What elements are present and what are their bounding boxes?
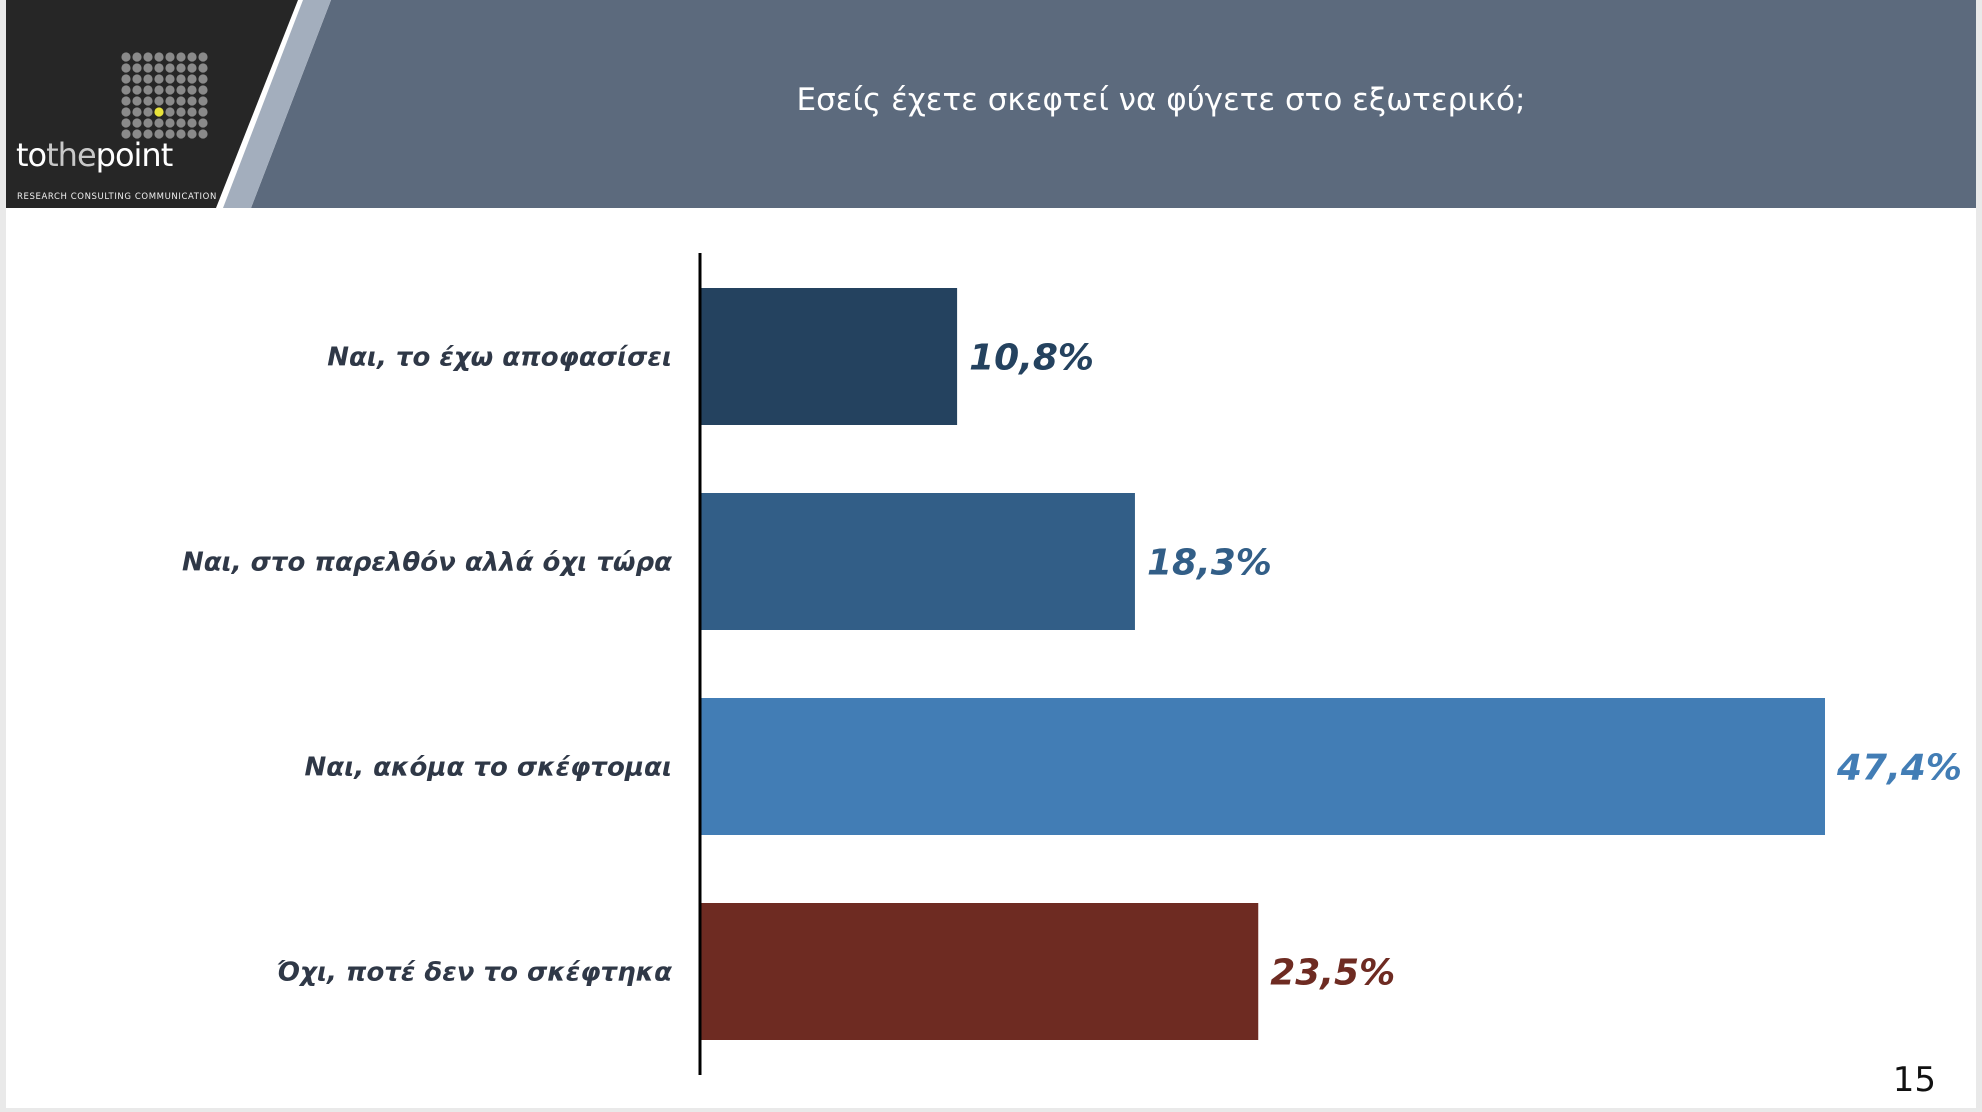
value-label: 18,3% — [1147, 543, 1272, 584]
page-number: 15 — [1892, 1060, 1936, 1100]
value-label: 23,5% — [1270, 953, 1395, 994]
category-label: Ναι, στο παρελθόν αλλά όχι τώρα — [182, 548, 672, 578]
title-band — [251, 0, 1976, 208]
logo-wordmark: tothepoint — [16, 136, 173, 174]
category-label: Ναι, ακόμα το σκέφτομαι — [304, 753, 672, 783]
logo-panel — [6, 0, 298, 208]
logo-tagline: RESEARCH CONSULTING COMMUNICATION — [17, 192, 217, 202]
page-title: Εσείς έχετε σκεφτεί να φύγετε στο εξωτερ… — [796, 82, 1526, 118]
bar — [701, 698, 1825, 835]
logo: tothepoint RESEARCH CONSULTING COMMUNICA… — [6, 0, 236, 210]
logo-dot-grid-icon — [121, 52, 208, 139]
bar-chart: Ναι, το έχω αποφασίσει 10,8% Ναι, στο παρε… — [182, 253, 1962, 1075]
bar — [701, 903, 1259, 1040]
slide: tothepoint RESEARCH CONSULTING COMMUNICA… — [6, 0, 1976, 1108]
bar — [701, 288, 958, 425]
value-label: 10,8% — [969, 338, 1094, 379]
value-label: 47,4% — [1836, 748, 1962, 789]
bar — [701, 493, 1135, 630]
category-label: Ναι, το έχω αποφασίσει — [327, 343, 672, 373]
category-label: Όχι, ποτέ δεν το σκέφτηκα — [277, 958, 672, 988]
header-banner — [6, 0, 1976, 210]
accent-stripe — [223, 0, 331, 208]
